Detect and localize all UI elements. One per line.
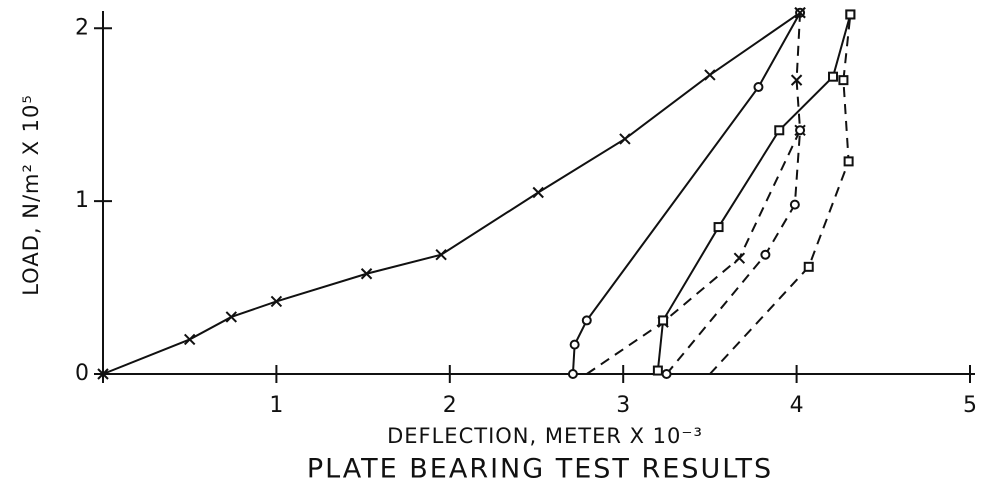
point (843, 156, 854, 167)
x-tick-label: 4 (790, 393, 804, 418)
point (183, 333, 196, 346)
series-line (665, 130, 802, 375)
point (270, 295, 283, 308)
series-line (709, 14, 852, 375)
point (790, 74, 803, 86)
point (97, 368, 109, 380)
series-line (571, 12, 801, 375)
point (789, 199, 800, 210)
point (794, 7, 806, 19)
point (619, 133, 631, 145)
point (569, 339, 580, 350)
x-tick-label: 3 (616, 393, 630, 418)
point (774, 125, 785, 136)
point (435, 249, 447, 261)
y-tick-label: 2 (75, 15, 89, 40)
chart-title: PLATE BEARING TEST RESULTS (307, 454, 773, 485)
point (581, 315, 592, 326)
point (225, 311, 238, 323)
point (567, 369, 578, 379)
x-axis-label: DEFLECTION, METER X 10⁻³ (387, 424, 703, 448)
x-tick-label: 5 (963, 393, 977, 418)
point (733, 252, 746, 264)
point (753, 82, 764, 93)
point (360, 268, 373, 280)
y-tick-label: 1 (75, 188, 89, 213)
point (652, 365, 663, 376)
point (713, 222, 724, 233)
point (838, 75, 849, 86)
point (658, 315, 669, 326)
y-axis-label: LOAD, N/m² X 10⁵ (19, 94, 43, 296)
point (704, 69, 716, 81)
point (845, 9, 856, 20)
series-line (102, 11, 801, 375)
series-line (586, 12, 802, 375)
series-line (656, 14, 852, 371)
point (795, 125, 806, 136)
point (661, 369, 672, 379)
point (760, 249, 771, 260)
y-tick-label: 0 (75, 361, 89, 386)
point (828, 71, 839, 82)
point (532, 186, 544, 199)
x-tick-label: 1 (269, 393, 283, 418)
point (803, 261, 814, 272)
x-tick-label: 2 (443, 393, 457, 418)
